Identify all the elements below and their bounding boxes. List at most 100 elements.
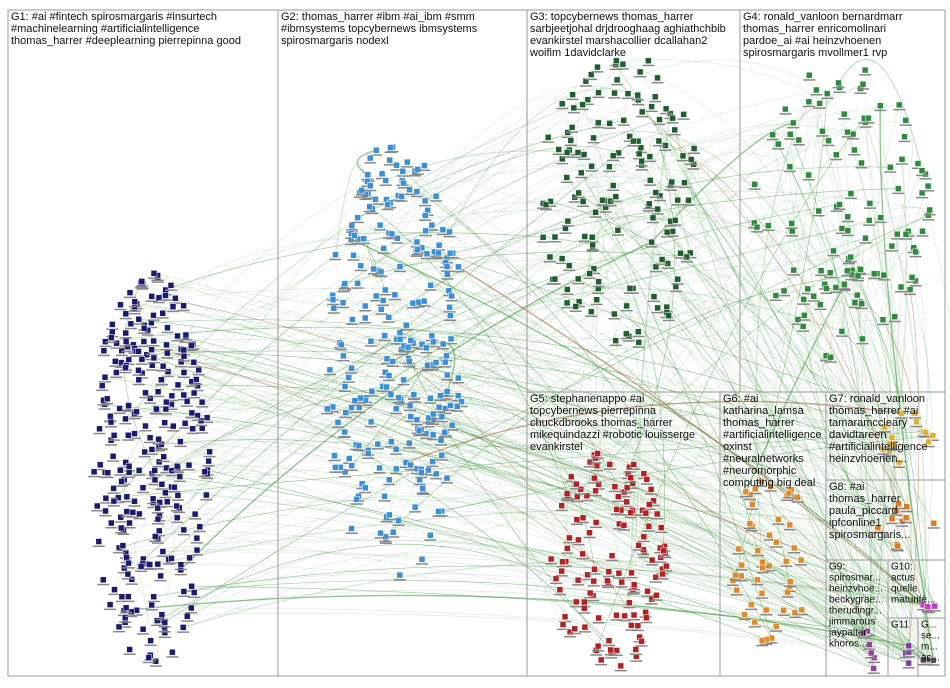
node-label [627,145,640,147]
node [435,403,443,411]
node-label [643,160,656,163]
node-label [92,545,105,547]
node [173,514,181,521]
edge [175,298,906,654]
group-label: G... [921,619,937,630]
node [835,79,842,87]
edge [592,236,665,570]
node-label [612,500,625,503]
node [159,309,166,317]
node [102,507,109,515]
node [392,465,400,473]
node [586,589,594,597]
group-label: oxinst [723,441,752,453]
node [439,340,447,348]
node [367,182,374,190]
node-label [151,512,164,514]
node-label [756,571,769,574]
node-label [786,235,799,237]
edge [105,326,893,438]
node [591,566,598,573]
node-label [779,113,792,115]
node [815,207,822,215]
edge [162,549,924,661]
node-label [351,287,364,289]
node [638,157,645,165]
node [787,131,794,138]
node-label [153,301,165,304]
node-label [656,578,669,580]
node-label [608,490,621,493]
group-label: thomas_harrer [723,417,795,429]
node [654,74,661,82]
node-label [159,299,172,301]
node [858,300,865,307]
node-label [108,593,121,596]
edge [674,129,875,669]
node [430,338,437,346]
edge [183,193,851,531]
node-label [871,531,884,534]
node-label [637,553,650,556]
node-label [624,481,637,484]
node-label [654,561,667,563]
node [634,91,641,99]
node-label [895,417,908,419]
node-label [852,279,864,282]
node [122,604,130,612]
node-label [115,532,128,534]
edge [164,214,929,623]
node-label [589,494,602,497]
node-label [411,173,424,175]
node-label [159,496,172,499]
node [104,469,112,476]
edge [440,395,595,570]
group-label: heinzvhoenen... [829,453,907,465]
node-label [388,298,401,301]
node-label [148,277,160,279]
node [902,117,910,124]
node-label [335,348,348,351]
node [174,332,181,340]
node-label [564,144,577,146]
node [354,214,361,221]
node-label [427,438,440,441]
node [593,296,600,303]
node-label [390,169,403,171]
node-label [810,94,823,96]
edge [590,74,906,654]
node-label [878,431,891,433]
edge [588,201,650,274]
node-label [730,594,743,596]
edge [684,182,935,607]
node-label [656,263,669,265]
group-label: thomas_harrer #ai [829,405,918,417]
node [141,448,148,456]
node [905,648,913,656]
edge [412,302,903,522]
node-label [363,210,376,213]
node-label [400,466,412,468]
node-label [909,285,922,287]
edge [120,287,902,414]
node-label [390,453,403,455]
node [757,478,765,485]
node [145,654,153,661]
node-label [922,190,935,192]
node [669,228,676,235]
node-label [650,599,663,601]
edge [155,389,884,450]
node-label [653,123,666,126]
nodes [88,57,941,674]
node [446,249,454,257]
node-label [342,381,355,383]
node-label [190,383,203,385]
node [133,408,140,416]
edge [616,79,910,653]
node [593,462,601,470]
node-label [396,175,409,177]
node-label [120,345,133,347]
node-label [181,405,194,407]
node-label [445,300,458,302]
edge [614,313,934,661]
